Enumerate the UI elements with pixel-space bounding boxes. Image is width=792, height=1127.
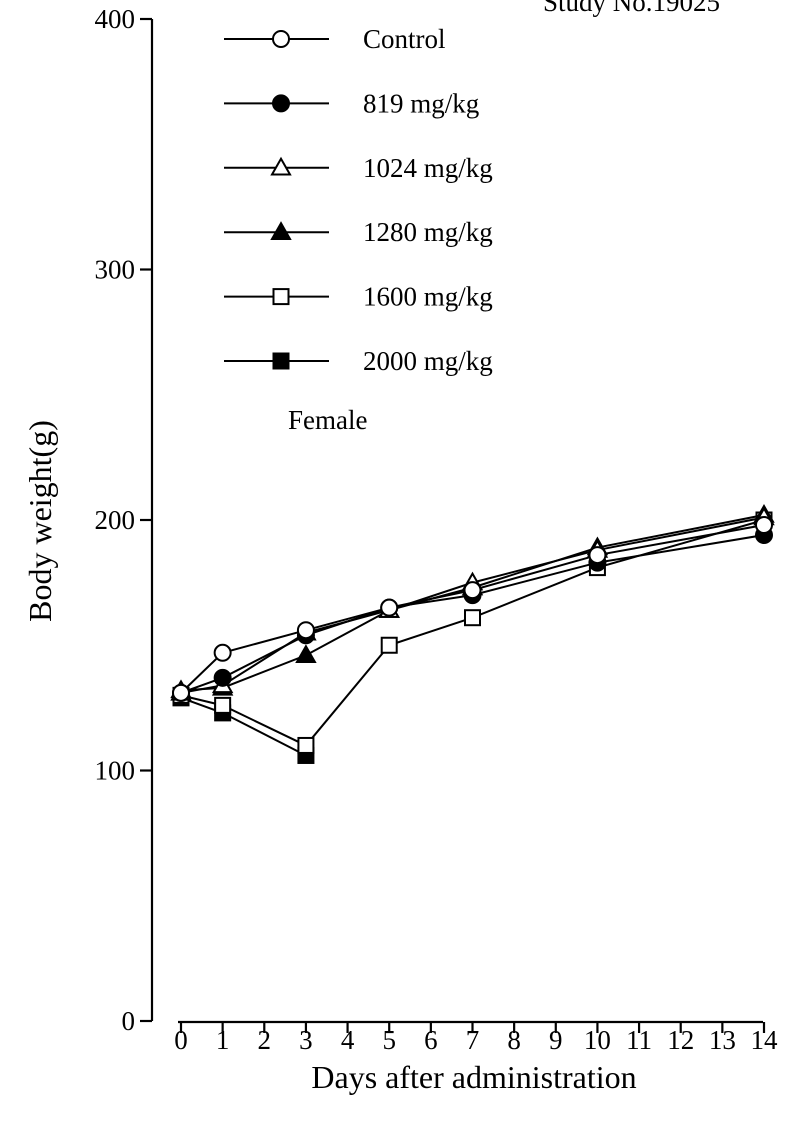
data-point [297, 736, 315, 754]
legend-marker [270, 156, 292, 176]
x-tick-label: 0 [174, 1025, 188, 1055]
x-tick-label: 8 [507, 1025, 521, 1055]
x-tick-label: 2 [258, 1025, 272, 1055]
data-point [295, 644, 317, 664]
y-tick-label: 0 [122, 1006, 136, 1036]
legend-label: Control [363, 24, 446, 54]
x-tick-label: 4 [341, 1025, 355, 1055]
y-tick-label: 300 [95, 255, 136, 285]
x-tick-label: 11 [626, 1025, 652, 1055]
y-tick-label: 400 [95, 4, 136, 34]
x-tick-label: 12 [667, 1025, 694, 1055]
x-tick-label: 14 [751, 1025, 779, 1055]
data-point [213, 668, 232, 687]
legend-label: 1024 mg/kg [363, 153, 493, 183]
legend-label: 1280 mg/kg [363, 217, 493, 247]
x-tick-label: 3 [299, 1025, 313, 1055]
series [172, 516, 773, 702]
legend-entry: 1600 mg/kg [224, 282, 493, 312]
y-axis-title: Body weight(g) [22, 420, 58, 622]
y-tick-label: 200 [95, 505, 136, 535]
x-tick-label: 7 [466, 1025, 480, 1055]
legend-entry: 819 mg/kg [224, 88, 479, 118]
data-point [296, 621, 315, 640]
legend-entry: 1024 mg/kg [224, 153, 493, 183]
x-tick-label: 10 [584, 1025, 611, 1055]
data-point [755, 516, 773, 535]
series-line [180, 696, 307, 757]
legend-entry: Control [224, 24, 446, 54]
legend-label: 819 mg/kg [363, 88, 479, 118]
x-tick-label: 6 [424, 1025, 438, 1055]
female-annotation: Female [288, 405, 367, 435]
x-axis-title: Days after administration [311, 1059, 636, 1095]
legend-marker [272, 30, 290, 48]
x-tick-label: 5 [382, 1025, 396, 1055]
legend-entry: 2000 mg/kg [224, 346, 493, 376]
data-point [172, 683, 190, 702]
series-group [170, 503, 775, 764]
data-point [213, 643, 232, 662]
study-number-label: Study No.19025 [543, 0, 720, 17]
data-point [380, 636, 398, 654]
data-point [464, 609, 481, 627]
series-line [180, 519, 765, 747]
x-tick-label: 9 [549, 1025, 563, 1055]
legend-label: 2000 mg/kg [363, 346, 493, 376]
data-point [463, 581, 482, 600]
legend-entry: 1280 mg/kg [224, 217, 493, 247]
y-tick-label: 100 [95, 756, 136, 786]
legend-marker [272, 288, 290, 306]
data-point [380, 598, 399, 617]
legend-marker [272, 94, 290, 113]
x-tick-label: 13 [709, 1025, 736, 1055]
legend-marker [270, 221, 292, 240]
x-tick-label: 1 [216, 1025, 230, 1055]
data-point [214, 696, 232, 714]
legend-marker [272, 352, 290, 370]
series [172, 689, 315, 764]
data-point [588, 546, 607, 565]
legend: Control 819 mg/kg 1024 mg/kg 1280 mg/kg 1600… [224, 24, 493, 376]
series-line [180, 516, 765, 694]
legend-label: 1600 mg/kg [363, 282, 493, 312]
